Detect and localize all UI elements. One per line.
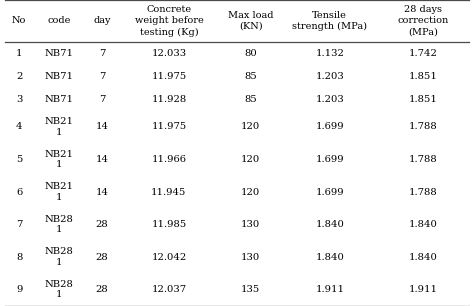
- Text: 1.699: 1.699: [315, 155, 344, 164]
- Text: 11.928: 11.928: [151, 95, 186, 104]
- Text: 2: 2: [16, 72, 22, 81]
- Text: 28: 28: [96, 285, 109, 294]
- Text: code: code: [47, 17, 71, 25]
- Text: 120: 120: [241, 188, 260, 196]
- Text: 3: 3: [16, 95, 22, 104]
- Text: 85: 85: [245, 95, 257, 104]
- Text: 1.788: 1.788: [409, 122, 437, 132]
- Text: 12.037: 12.037: [151, 285, 186, 294]
- Text: 7: 7: [99, 72, 105, 81]
- Text: 12.033: 12.033: [151, 49, 186, 58]
- Text: 1.840: 1.840: [315, 220, 344, 229]
- Text: 1.203: 1.203: [315, 95, 344, 104]
- Text: 130: 130: [241, 220, 260, 229]
- Text: 1.851: 1.851: [408, 72, 437, 81]
- Text: 14: 14: [95, 155, 109, 164]
- Text: 8: 8: [16, 253, 22, 262]
- Text: 1.911: 1.911: [315, 285, 344, 294]
- Text: NB21
1: NB21 1: [45, 150, 73, 169]
- Text: 130: 130: [241, 253, 260, 262]
- Text: NB21
1: NB21 1: [45, 117, 73, 137]
- Text: NB28
1: NB28 1: [45, 280, 73, 300]
- Text: 7: 7: [99, 95, 105, 104]
- Text: 1.742: 1.742: [408, 49, 437, 58]
- Text: 7: 7: [99, 49, 105, 58]
- Text: 1.840: 1.840: [408, 220, 437, 229]
- Text: 1.788: 1.788: [409, 155, 437, 164]
- Text: 135: 135: [241, 285, 260, 294]
- Text: 14: 14: [95, 122, 109, 132]
- Text: 7: 7: [16, 220, 22, 229]
- Text: 1.132: 1.132: [315, 49, 344, 58]
- Text: 1.911: 1.911: [408, 285, 437, 294]
- Text: 120: 120: [241, 122, 260, 132]
- Text: 11.975: 11.975: [151, 72, 186, 81]
- Text: Tensile
strength (MPa): Tensile strength (MPa): [292, 11, 367, 31]
- Text: 1.203: 1.203: [315, 72, 344, 81]
- Text: 85: 85: [245, 72, 257, 81]
- Text: 14: 14: [95, 188, 109, 196]
- Text: day: day: [93, 17, 111, 25]
- Text: 1.840: 1.840: [408, 253, 437, 262]
- Text: Concrete
weight before
testing (Kg): Concrete weight before testing (Kg): [135, 5, 203, 37]
- Text: 1.788: 1.788: [409, 188, 437, 196]
- Text: 6: 6: [16, 188, 22, 196]
- Text: 5: 5: [16, 155, 22, 164]
- Text: 1: 1: [16, 49, 22, 58]
- Text: 4: 4: [16, 122, 22, 132]
- Text: 9: 9: [16, 285, 22, 294]
- Text: 12.042: 12.042: [151, 253, 186, 262]
- Text: 11.945: 11.945: [151, 188, 187, 196]
- Text: 120: 120: [241, 155, 260, 164]
- Text: NB71: NB71: [45, 72, 73, 81]
- Text: 1.851: 1.851: [408, 95, 437, 104]
- Text: 11.985: 11.985: [151, 220, 186, 229]
- Text: NB28
1: NB28 1: [45, 248, 73, 267]
- Text: NB71: NB71: [45, 95, 73, 104]
- Text: 28 days
correction
(MPa): 28 days correction (MPa): [397, 5, 448, 36]
- Text: No: No: [12, 17, 27, 25]
- Text: NB28
1: NB28 1: [45, 215, 73, 234]
- Text: 11.966: 11.966: [151, 155, 186, 164]
- Text: 80: 80: [245, 49, 257, 58]
- Text: 28: 28: [96, 220, 109, 229]
- Text: 1.699: 1.699: [315, 188, 344, 196]
- Text: NB21
1: NB21 1: [45, 182, 73, 202]
- Text: Max load
(KN): Max load (KN): [228, 11, 273, 31]
- Text: 28: 28: [96, 253, 109, 262]
- Text: 11.975: 11.975: [151, 122, 186, 132]
- Text: 1.699: 1.699: [315, 122, 344, 132]
- Text: 1.840: 1.840: [315, 253, 344, 262]
- Text: NB71: NB71: [45, 49, 73, 58]
